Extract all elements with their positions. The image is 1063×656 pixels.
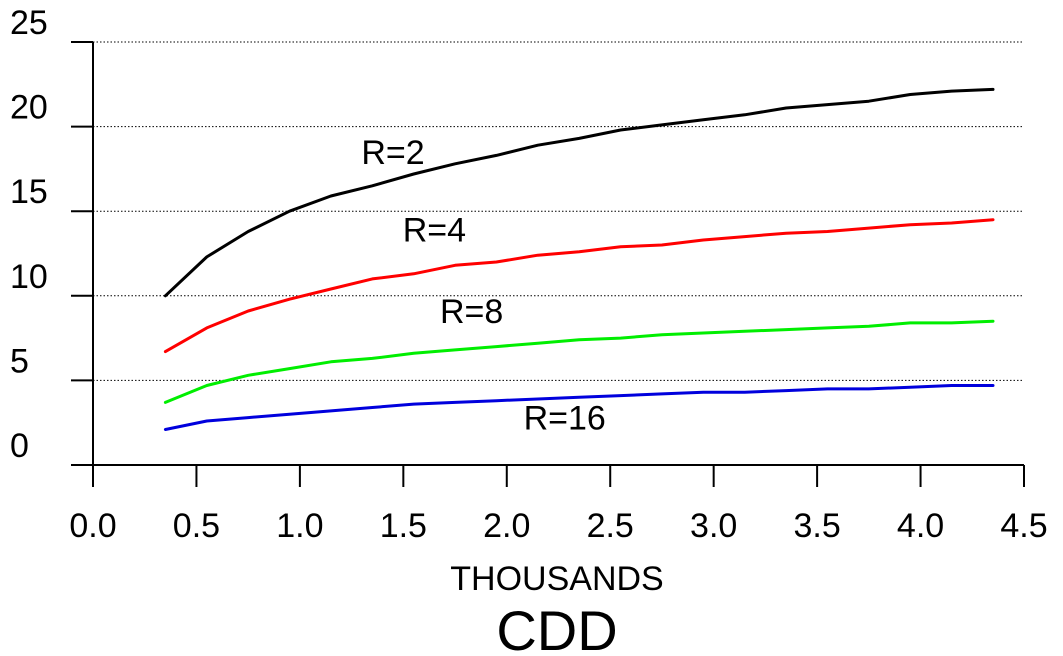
series-labels: R=2 R=4 R=8 R=16 [361, 134, 605, 438]
series-label: R=16 [524, 399, 606, 437]
x-tick-label: 2.0 [483, 507, 530, 545]
x-tick-label: 4.5 [1000, 507, 1047, 545]
x-tick-label: 2.5 [587, 507, 634, 545]
y-tick-label: 0 [10, 427, 29, 465]
gridlines [93, 41, 1024, 381]
x-tick-label: 3.0 [690, 507, 737, 545]
series-line-r-2 [163, 87, 995, 298]
series-line-r-8 [163, 319, 995, 404]
x-tick-label: 1.5 [380, 507, 427, 545]
x-tick-label: 3.5 [793, 507, 840, 545]
x-tick-label: 0.0 [69, 507, 116, 545]
series-line-r-4 [163, 218, 995, 354]
axes: 0 5 10 15 20 25 0.0 0.5 1.0 1.5 2.0 2.5 3.0 3.5 4.0 4.5 [10, 4, 1048, 545]
x-axis-title: THOUSANDS [450, 560, 663, 598]
x-tick-label: 4.0 [897, 507, 944, 545]
y-tick-label: 10 [10, 258, 48, 296]
x-tick-label: 1.0 [276, 507, 323, 545]
x-tick-label: 0.5 [173, 507, 220, 545]
y-tick-label: 5 [10, 342, 29, 380]
y-tick-label: 15 [10, 173, 48, 211]
series-label: R=2 [361, 134, 424, 172]
chart-title: CDD [496, 599, 617, 656]
series-label: R=8 [440, 293, 503, 331]
series-lines [163, 87, 995, 431]
series-label: R=4 [403, 212, 466, 250]
series-line-r-16 [163, 384, 995, 431]
y-tick-label: 25 [10, 4, 48, 42]
y-tick-label: 20 [10, 89, 48, 127]
